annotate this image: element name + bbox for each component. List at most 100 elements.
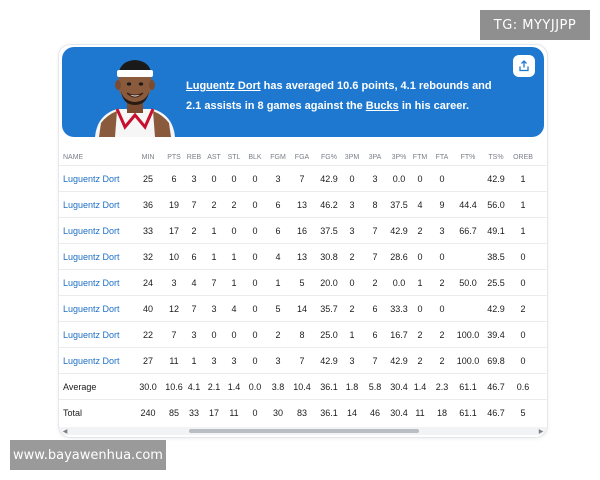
scroll-left-arrow-icon[interactable]: ◀	[62, 428, 68, 435]
stat-cell: 2	[275, 330, 281, 340]
stat-cell: 7	[171, 330, 177, 340]
stat-cell: 100.0	[456, 330, 480, 340]
stat-cell: 0	[231, 174, 237, 184]
stat-cell: 0	[349, 278, 355, 288]
stat-cell: 30.4	[390, 382, 408, 392]
stat-cell	[456, 166, 480, 192]
column-header-fga[interactable]: FGA	[294, 153, 310, 161]
team-link[interactable]: Bucks	[365, 100, 399, 112]
stat-cell: 30.8	[320, 252, 338, 262]
stat-cell: 13	[296, 252, 307, 262]
scroll-right-arrow-icon[interactable]: ▶	[538, 428, 544, 435]
stat-cell: 3	[191, 330, 197, 340]
summary-label: Total	[63, 408, 83, 418]
stat-cell: 42.9	[320, 356, 338, 366]
stat-cell: 42.9	[390, 226, 408, 236]
stat-cell: 1	[211, 252, 217, 262]
column-header-fta[interactable]: FTA	[435, 153, 449, 161]
column-header-ftm[interactable]: FTM	[412, 153, 428, 161]
column-header-fg-pct[interactable]: FG%	[321, 153, 337, 161]
stat-cell: 0	[231, 330, 237, 340]
banner-headline: Luguentz Dort has averaged 10.6 points, …	[186, 76, 506, 116]
stat-cell: 3	[349, 226, 355, 236]
stat-cell: 4	[231, 304, 237, 314]
column-header-3pa[interactable]: 3PA	[368, 153, 382, 161]
stat-cell: 0	[520, 252, 526, 262]
stat-cell: 0	[520, 278, 526, 288]
share-icon	[519, 60, 529, 72]
column-header-ts-pct[interactable]: TS%	[488, 153, 504, 161]
stat-cell: 7	[191, 200, 197, 210]
column-header-reb[interactable]: REB	[186, 153, 202, 161]
stat-cell: 100.0	[456, 356, 480, 366]
player-name-link[interactable]: Luguentz Dort	[63, 200, 120, 210]
stat-cell: 0	[349, 174, 355, 184]
column-header-ast[interactable]: AST	[207, 153, 221, 161]
stat-cell: 1.8	[345, 382, 359, 392]
stat-cell: 30	[272, 408, 283, 418]
stat-cell: 1	[417, 278, 423, 288]
stat-cell: 0.0	[392, 174, 406, 184]
player-link[interactable]: Luguentz Dort	[186, 80, 261, 92]
table-row: Luguentz Dort 32 10 6 1 1 0 4 13 30.8 2 7 28.6 0 0 38.5…	[59, 243, 547, 270]
horizontal-scrollbar[interactable]: ◀ ▶	[59, 427, 547, 435]
player-avatar	[95, 60, 175, 137]
stat-cell: 3	[349, 200, 355, 210]
stat-cell: 5.8	[368, 382, 382, 392]
stat-cell: 38.5	[487, 252, 505, 262]
stat-cell: 0	[252, 200, 258, 210]
stat-cell: 240	[140, 408, 156, 418]
stat-cell: 3	[191, 174, 197, 184]
stats-card: Luguentz Dort has averaged 10.6 points, …	[58, 44, 548, 438]
player-name-link[interactable]: Luguentz Dort	[63, 330, 120, 340]
column-header-fgm[interactable]: FGM	[270, 153, 286, 161]
column-header-blk[interactable]: BLK	[248, 153, 262, 161]
player-name-link[interactable]: Luguentz Dort	[63, 278, 120, 288]
stat-cell: 6	[275, 226, 281, 236]
column-header-3pm[interactable]: 3PM	[344, 153, 360, 161]
stat-cell: 0	[439, 252, 445, 262]
scrollbar-thumb[interactable]	[189, 429, 419, 433]
table-row: Luguentz Dort 27 11 1 3 3 0 3 7 42.9 3 7 42.9 2 2 100.0…	[59, 347, 547, 374]
stat-cell: 2.1	[207, 382, 221, 392]
stat-cell: 8	[299, 330, 305, 340]
stat-cell: 10.4	[293, 382, 311, 392]
stat-cell: 1	[520, 174, 526, 184]
stat-cell: 0	[252, 278, 258, 288]
player-name-link[interactable]: Luguentz Dort	[63, 174, 120, 184]
stat-cell: 0	[417, 252, 423, 262]
stat-cell: 1	[275, 278, 281, 288]
stat-cell: 5	[275, 304, 281, 314]
stat-cell: 2	[417, 226, 423, 236]
stat-cell: 20.0	[320, 278, 338, 288]
stat-cell: 0.0	[392, 278, 406, 288]
column-header-ft-pct[interactable]: FT%	[460, 153, 476, 161]
stat-cell: 9	[439, 200, 445, 210]
column-header-pts[interactable]: PTS	[167, 153, 181, 161]
table-row: Luguentz Dort 24 3 4 7 1 0 1 5 20.0 0 2 0.0 1 2 50.0 25.…	[59, 269, 547, 296]
stat-cell: 7	[299, 356, 305, 366]
column-header-3p-pct[interactable]: 3P%	[391, 153, 407, 161]
stat-cell: 42.9	[487, 304, 505, 314]
column-header-name[interactable]: NAME	[63, 153, 84, 161]
table-row: Luguentz Dort 25 6 3 0 0 0 3 7 42.9 0 3 0.0 0 0 42.9 1	[59, 165, 547, 192]
player-name-link[interactable]: Luguentz Dort	[63, 226, 120, 236]
stat-cell: 10	[168, 252, 179, 262]
player-name-link[interactable]: Luguentz Dort	[63, 304, 120, 314]
stats-table-area[interactable]: NAME MIN PTS REB AST STL BLK FGM FGA FG% 3PM 3PA 3P%…	[59, 149, 547, 427]
stat-cell: 1	[191, 356, 197, 366]
stat-cell: 83	[296, 408, 307, 418]
share-button[interactable]	[513, 55, 535, 77]
stat-cell: 2	[191, 226, 197, 236]
column-header-stl[interactable]: STL	[227, 153, 241, 161]
stat-cell: 35.7	[320, 304, 338, 314]
player-name-link[interactable]: Luguentz Dort	[63, 252, 120, 262]
stat-cell: 0	[417, 304, 423, 314]
stat-cell: 0	[231, 226, 237, 236]
column-header-min[interactable]: MIN	[141, 153, 155, 161]
player-name-link[interactable]: Luguentz Dort	[63, 356, 120, 366]
stat-cell: 6	[191, 252, 197, 262]
stat-cell: 6	[372, 304, 378, 314]
column-header-oreb[interactable]: OREB	[513, 153, 533, 161]
stat-cell: 0	[252, 252, 258, 262]
